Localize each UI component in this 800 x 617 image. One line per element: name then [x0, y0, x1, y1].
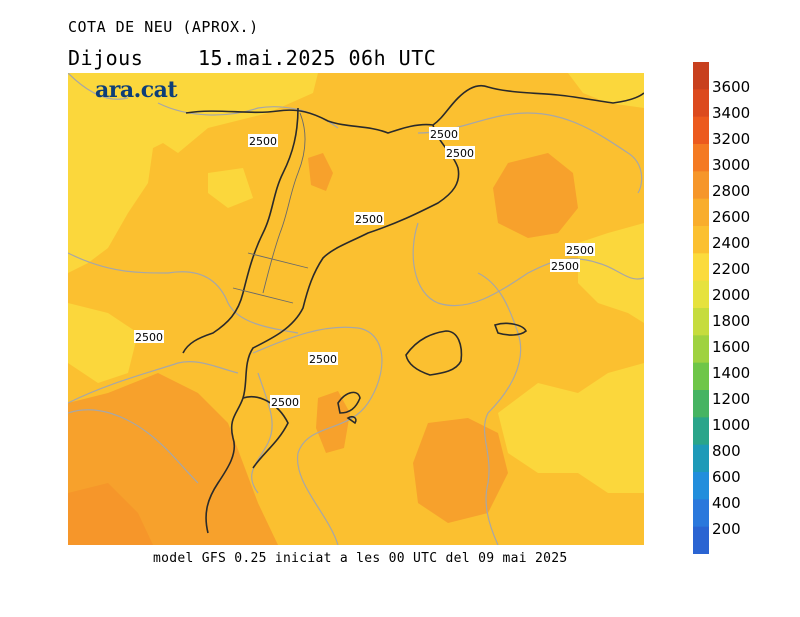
contour-label: 2500 — [430, 128, 458, 141]
model-info-footer: model GFS 0.25 iniciat a les 00 UTC del … — [153, 551, 568, 566]
color-scale-segment — [693, 198, 709, 227]
color-scale-bar — [693, 62, 709, 554]
dark-region-northeast — [493, 153, 578, 238]
color-scale-segment — [693, 335, 709, 364]
color-scale-segment — [693, 144, 709, 172]
island-menorca — [493, 322, 528, 336]
color-scale-label: 2600 — [712, 208, 751, 226]
color-scale-label: 2000 — [712, 286, 751, 304]
light-region-northeast — [568, 73, 644, 108]
color-scale-label: 200 — [712, 520, 741, 538]
color-scale-label: 1800 — [712, 312, 751, 330]
color-scale-segment — [693, 280, 709, 309]
border-lines — [232, 112, 309, 304]
color-scale-label: 2800 — [712, 182, 751, 200]
color-scale-segment — [693, 472, 709, 500]
color-scale-segment — [693, 362, 709, 391]
color-scale-segment — [693, 171, 709, 200]
color-scale-segment — [693, 226, 709, 254]
color-scale-label: 600 — [712, 468, 741, 486]
light-region-west — [68, 303, 138, 383]
color-scale-segment — [693, 89, 709, 118]
color-scale-segment — [693, 390, 709, 418]
color-scale-label: 1600 — [712, 338, 751, 356]
contour-label: 2500 — [355, 213, 383, 226]
color-scale-label: 1200 — [712, 390, 751, 408]
island-mallorca — [405, 330, 463, 376]
color-scale-label: 2200 — [712, 260, 751, 278]
color-scale-segment — [693, 308, 709, 336]
color-scale-segment — [693, 444, 709, 473]
color-scale-segment — [693, 499, 709, 528]
color-scale-label: 3600 — [712, 78, 751, 96]
contour-label: 2500 — [309, 353, 337, 366]
color-scale-label: 2400 — [712, 234, 751, 252]
contour-label: 2500 — [271, 396, 299, 409]
contour-label: 2500 — [551, 260, 579, 273]
color-scale-segment — [693, 417, 709, 446]
contour-label: 2500 — [446, 147, 474, 160]
color-scale-label: 3000 — [712, 156, 751, 174]
datetime-label: 15.mai.2025 06h UTC — [198, 46, 437, 70]
color-scale-label: 400 — [712, 494, 741, 512]
color-scale-label: 3400 — [712, 104, 751, 122]
color-scale-label: 800 — [712, 442, 741, 460]
dark-region-small-2 — [316, 391, 350, 453]
island-formentera — [346, 416, 357, 425]
map-title: COTA DE NEU (APROX.) — [68, 18, 259, 36]
color-scale-segment — [693, 116, 709, 145]
island-ibiza — [337, 391, 361, 414]
color-scale-segment — [693, 62, 709, 90]
snow-level-map: 2500 2500 2500 2500 2500 2500 2500 2500 … — [68, 73, 644, 545]
light-region-northwest — [68, 73, 318, 273]
color-scale-label: 3200 — [712, 130, 751, 148]
color-scale-label: 1000 — [712, 416, 751, 434]
day-label: Dijous — [68, 46, 144, 70]
ara-cat-logo: ara.cat — [95, 77, 178, 103]
dark-region-small-1 — [308, 153, 333, 191]
color-scale-segment — [693, 526, 709, 554]
contour-label: 2500 — [249, 135, 277, 148]
contour-label: 2500 — [135, 331, 163, 344]
dark-region-south — [413, 418, 508, 523]
color-scale-segment — [693, 253, 709, 282]
coastlines — [182, 84, 644, 534]
darker-region-southwest-corner — [68, 483, 153, 545]
contour-labels: 2500 2500 2500 2500 2500 2500 2500 2500 … — [134, 127, 595, 409]
light-region-southeast — [498, 363, 644, 493]
contour-label: 2500 — [566, 244, 594, 257]
color-scale-label: 1400 — [712, 364, 751, 382]
light-region-center — [208, 168, 253, 208]
